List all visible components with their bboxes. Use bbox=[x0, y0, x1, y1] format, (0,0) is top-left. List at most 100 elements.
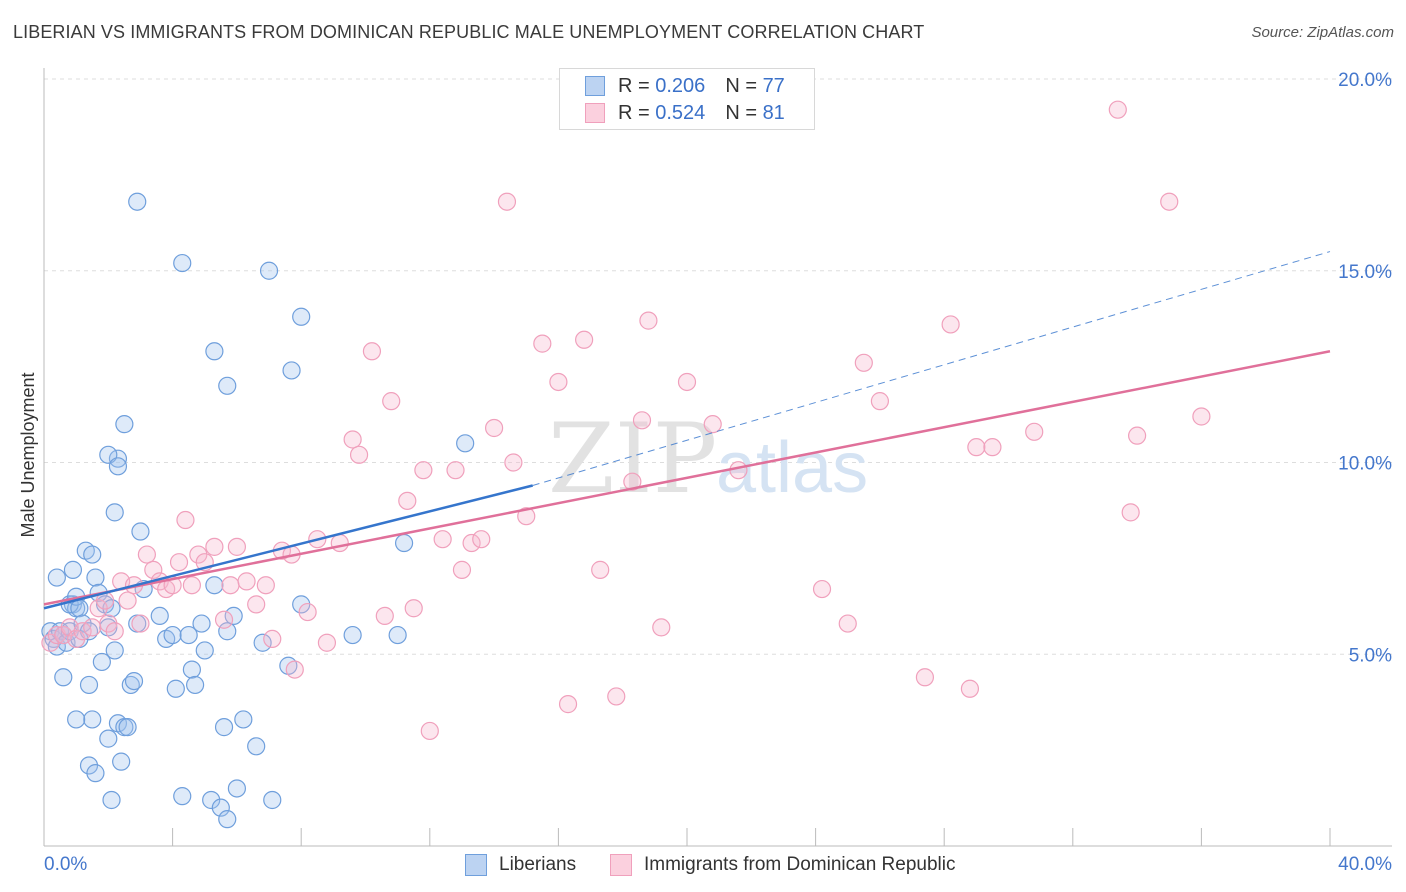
axes bbox=[43, 68, 1392, 847]
liberians-point bbox=[102, 790, 121, 810]
dominican-point bbox=[485, 418, 504, 438]
liberians-point bbox=[105, 503, 124, 522]
liberians-trend-line bbox=[43, 484, 533, 610]
dominican-point bbox=[497, 192, 517, 211]
liberians-point bbox=[388, 625, 407, 645]
dominican-legend-swatch bbox=[610, 854, 632, 876]
dominican-point bbox=[632, 411, 652, 430]
dominican-point bbox=[105, 622, 124, 641]
liberians-point bbox=[247, 737, 266, 756]
liberians-swatch bbox=[585, 76, 605, 96]
liberians-trend-extension bbox=[532, 251, 1331, 486]
dominican-point bbox=[472, 530, 491, 549]
x-tick-label: 0.0% bbox=[44, 854, 87, 875]
legend-n-value: 81 bbox=[762, 101, 785, 124]
dominican-point bbox=[237, 572, 256, 591]
liberians-point bbox=[218, 810, 237, 829]
dominican-point bbox=[983, 438, 1002, 457]
legend-n-label: N = bbox=[725, 74, 763, 97]
legend-r-value: 0.524 bbox=[655, 101, 706, 124]
liberians-point bbox=[70, 599, 89, 618]
dominican-point bbox=[349, 445, 369, 464]
dominican-point bbox=[1192, 407, 1211, 426]
liberians-point bbox=[292, 307, 311, 326]
dominican-point bbox=[462, 533, 481, 553]
liberians-point bbox=[218, 376, 237, 395]
dominican-point bbox=[317, 633, 337, 652]
dominican-point bbox=[446, 461, 465, 480]
liberians-point bbox=[195, 641, 214, 660]
liberians-point bbox=[108, 449, 128, 468]
dominican-point bbox=[433, 530, 452, 549]
liberians-point bbox=[128, 192, 147, 211]
liberians-point bbox=[124, 671, 144, 691]
x-tick-label: 40.0% bbox=[1338, 854, 1392, 875]
dominican-point bbox=[285, 660, 304, 679]
liberians-point bbox=[86, 764, 105, 783]
liberians-point bbox=[182, 660, 201, 679]
liberians-point bbox=[205, 342, 224, 361]
dominican-point bbox=[137, 545, 156, 564]
liberians-point bbox=[63, 560, 83, 579]
liberians-point bbox=[253, 633, 272, 652]
liberians-point bbox=[227, 779, 246, 798]
dominican-point bbox=[607, 687, 626, 706]
liberians-point bbox=[115, 415, 134, 434]
dominican-point bbox=[812, 579, 832, 599]
dominican-trend-line bbox=[43, 350, 1331, 606]
liberians-point bbox=[263, 790, 282, 810]
dominican-point bbox=[144, 560, 163, 579]
dominican-point bbox=[517, 507, 536, 526]
dominican-point bbox=[176, 510, 195, 530]
dominican-point bbox=[1160, 192, 1179, 211]
dominican-point bbox=[504, 453, 523, 472]
dominican-point bbox=[214, 610, 234, 629]
dominican-point bbox=[221, 576, 240, 595]
liberians-point bbox=[173, 253, 192, 273]
liberians-point bbox=[205, 576, 224, 595]
legend-r-label: R = bbox=[618, 101, 656, 124]
liberians-point bbox=[166, 679, 185, 698]
dominican-point bbox=[375, 606, 394, 626]
dominican-point bbox=[414, 461, 433, 480]
dominican-point bbox=[382, 392, 401, 411]
legend-r-value: 0.206 bbox=[655, 74, 706, 97]
liberians-legend-swatch bbox=[465, 854, 487, 876]
y-tick-label: 15.0% bbox=[1338, 262, 1392, 283]
liberians-point bbox=[79, 675, 99, 695]
liberians-point bbox=[179, 625, 198, 645]
liberians-point bbox=[394, 533, 414, 553]
dominican-point bbox=[639, 311, 658, 330]
liberians-point bbox=[186, 675, 205, 695]
dominican-point bbox=[549, 372, 568, 392]
dominican-point bbox=[915, 668, 935, 687]
liberians-point bbox=[282, 361, 301, 380]
dominican-point bbox=[169, 553, 189, 572]
liberians-point bbox=[343, 625, 362, 645]
dominican-legend-label: Immigrants from Dominican Republic bbox=[644, 854, 956, 875]
dominican-point bbox=[420, 721, 439, 741]
dominican-point bbox=[575, 330, 594, 349]
axis-labels: 5.0% 10.0% 15.0% 20.0% 0.0% 40.0% bbox=[44, 70, 1392, 875]
liberians-point bbox=[214, 718, 234, 737]
dominican-point bbox=[623, 472, 642, 491]
liberians-point bbox=[224, 606, 243, 626]
chart-source: Source: ZipAtlas.com bbox=[1251, 24, 1394, 41]
liberians-point bbox=[192, 614, 211, 633]
dominican-point bbox=[960, 679, 980, 698]
dominican-point bbox=[298, 602, 317, 622]
dominican-point bbox=[452, 560, 472, 579]
liberians-point bbox=[163, 625, 182, 645]
liberians-point bbox=[202, 790, 221, 810]
liberians-point bbox=[83, 710, 102, 729]
y-tick-label: 20.0% bbox=[1338, 70, 1392, 91]
legend-item-liberians: Liberians bbox=[465, 852, 576, 878]
dominican-point bbox=[1127, 426, 1147, 445]
y-axis-label: Male Unemployment bbox=[18, 372, 38, 537]
liberians-point bbox=[86, 568, 105, 587]
dominican-point bbox=[1108, 100, 1127, 119]
dominican-point bbox=[330, 533, 349, 553]
dominican-point bbox=[398, 491, 417, 510]
liberians-point bbox=[211, 798, 230, 817]
